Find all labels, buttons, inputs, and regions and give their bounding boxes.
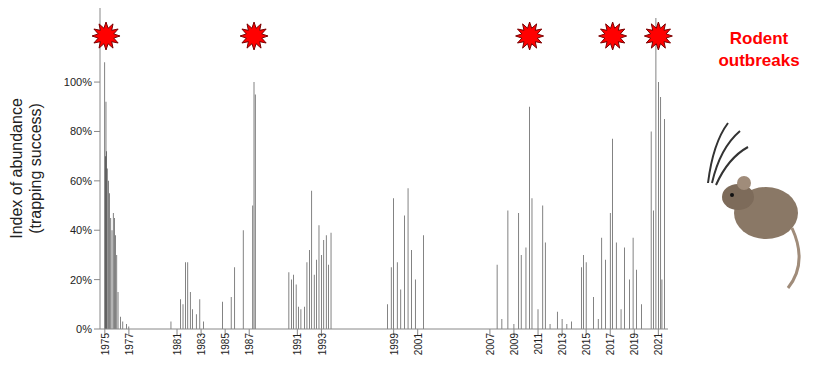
svg-text:40%: 40% [70, 224, 92, 236]
svg-text:2001: 2001 [413, 333, 424, 356]
svg-text:1987: 1987 [244, 333, 255, 356]
svg-text:2019: 2019 [629, 333, 640, 356]
svg-text:1975: 1975 [100, 333, 111, 356]
svg-text:2007: 2007 [485, 333, 496, 356]
svg-text:1993: 1993 [317, 333, 328, 356]
html-text:Rodent outbreaks: Rodent outbreaks [718, 29, 800, 70]
svg-text:1985: 1985 [220, 333, 231, 356]
svg-text:80%: 80% [70, 125, 92, 137]
svg-text:2009: 2009 [509, 333, 520, 356]
svg-text:2017: 2017 [605, 333, 616, 356]
svg-text:60%: 60% [70, 175, 92, 187]
svg-text:0%: 0% [76, 323, 92, 335]
svg-text:100%: 100% [64, 76, 92, 88]
svg-text:1991: 1991 [292, 333, 303, 356]
svg-text:20%: 20% [70, 274, 92, 286]
svg-text:2011: 2011 [533, 333, 544, 355]
svg-text:2021: 2021 [653, 333, 664, 356]
svg-text:Index of abundance(trapping su: Index of abundance(trapping success) [8, 98, 44, 239]
svg-text:2015: 2015 [581, 333, 592, 356]
svg-text:1983: 1983 [196, 333, 207, 356]
svg-text:1981: 1981 [172, 333, 183, 356]
svg-text:1999: 1999 [389, 333, 400, 356]
svg-text:1977: 1977 [124, 333, 135, 356]
svg-text:2013: 2013 [557, 333, 568, 356]
